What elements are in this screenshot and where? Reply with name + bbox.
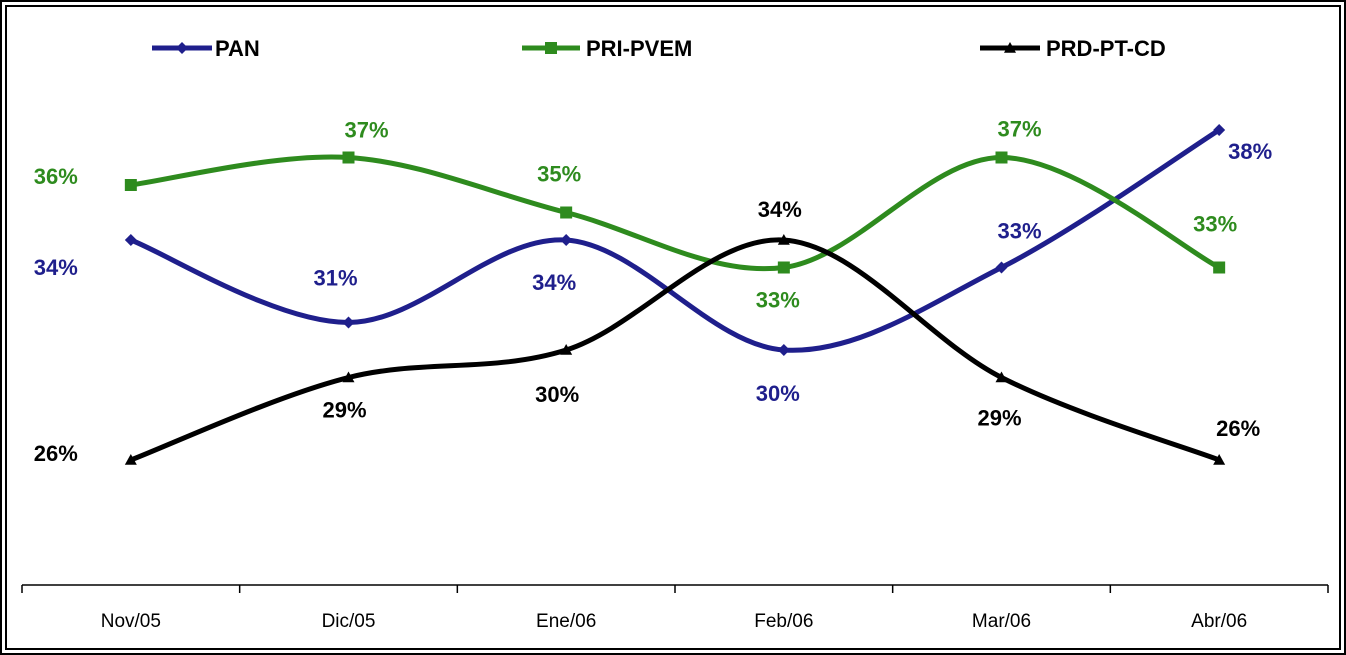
data-label: 34% (758, 197, 802, 222)
data-point (560, 206, 573, 219)
data-point (560, 344, 573, 355)
x-tick-label: Nov/05 (101, 611, 161, 632)
data-point (560, 234, 573, 246)
data-label: 26% (1216, 416, 1260, 441)
data-point (124, 454, 137, 465)
data-point (124, 179, 137, 191)
legend-label: PRD-PT-CD (1046, 36, 1166, 61)
data-label: 37% (344, 117, 388, 142)
data-point (777, 344, 790, 356)
x-tick-label: Feb/06 (754, 611, 813, 632)
legend-marker (1004, 42, 1016, 53)
data-label: 35% (537, 161, 581, 186)
data-label: 34% (34, 255, 78, 280)
data-point (995, 151, 1008, 164)
data-point (995, 261, 1008, 274)
x-tick-label: Mar/06 (972, 611, 1031, 632)
data-point (342, 316, 355, 329)
legend-marker (545, 42, 557, 54)
data-label: 30% (756, 381, 800, 406)
data-point (1213, 124, 1226, 136)
data-point (995, 371, 1008, 383)
data-point (342, 371, 355, 383)
data-label: 30% (535, 382, 579, 407)
series-line (130, 154, 1221, 272)
x-tick-label: Ene/06 (536, 611, 596, 632)
data-point (777, 234, 790, 245)
data-point (1213, 454, 1226, 465)
data-label: 36% (34, 164, 78, 189)
data-label: 38% (1228, 139, 1272, 164)
data-label: 31% (313, 265, 357, 290)
data-label: 29% (977, 405, 1021, 430)
data-label: 29% (322, 397, 366, 422)
legend-label: PAN (215, 36, 260, 61)
data-point (777, 261, 790, 274)
inner-border (5, 5, 1341, 650)
legend-label: PRI-PVEM (586, 36, 692, 61)
legend-marker (176, 42, 188, 54)
data-point (342, 151, 355, 164)
data-point (1213, 261, 1226, 274)
data-label: 37% (997, 116, 1041, 141)
data-label: 33% (756, 287, 800, 312)
series-line (129, 237, 1221, 463)
data-label: 33% (997, 218, 1041, 243)
x-tick-label: Dic/05 (322, 611, 376, 632)
data-label: 33% (1193, 211, 1237, 236)
series-line (129, 127, 1221, 353)
x-tick-label: Abr/06 (1191, 611, 1247, 632)
data-label: 26% (34, 441, 78, 466)
data-point (124, 234, 137, 246)
data-label: 34% (532, 270, 576, 295)
